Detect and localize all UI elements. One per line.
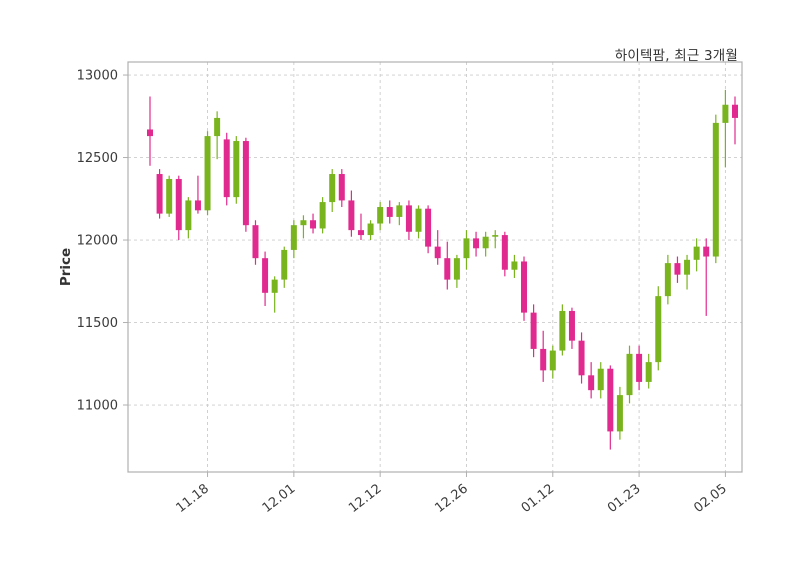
candle-body [703, 246, 710, 257]
candle-body [194, 200, 201, 211]
candle-body [693, 246, 700, 260]
y-tick-label: 11000 [77, 399, 118, 414]
y-axis-label: Price [58, 247, 74, 287]
plot-border [127, 61, 743, 473]
candle-body [252, 225, 259, 259]
x-tick-label: 01.23 [605, 481, 644, 516]
x-tick-label: 02.05 [691, 481, 730, 516]
x-tick-label: 12.12 [346, 481, 385, 516]
candle-body [233, 141, 240, 198]
candle-body [434, 246, 441, 259]
candle-body [242, 141, 249, 226]
candle-body [616, 395, 623, 432]
candle-body [588, 375, 595, 391]
candle-body [444, 258, 451, 280]
candle-body [300, 220, 307, 226]
candle-body [156, 174, 163, 214]
y-tick-label: 13000 [77, 69, 118, 84]
candle-body [357, 230, 364, 236]
candle-body [405, 205, 412, 232]
candle-body [482, 236, 489, 249]
candle-body [319, 202, 326, 229]
candle-body [223, 139, 230, 198]
candle-body [492, 235, 499, 237]
candle-body [175, 178, 182, 231]
y-tick-label: 11500 [77, 316, 118, 331]
candle-body [732, 104, 738, 118]
candle-body [185, 200, 192, 231]
candle-body [262, 258, 269, 293]
x-tick-label: 11.18 [173, 481, 212, 516]
candle-body [578, 340, 585, 376]
chart-title: 하이텍팜, 최근 3개월 [614, 48, 738, 64]
y-tick-label: 12500 [77, 151, 118, 166]
candle-body [626, 353, 633, 396]
candle-body [645, 362, 652, 382]
candle-body [463, 238, 470, 259]
x-tick-label: 12.01 [260, 481, 299, 516]
candle-body [684, 259, 691, 275]
candle-body [415, 208, 422, 232]
candle-body [214, 117, 221, 137]
candle-body [540, 348, 547, 371]
candle-body [722, 104, 729, 123]
candle-body [501, 235, 508, 270]
candle-body [348, 200, 355, 231]
candle-body [367, 223, 374, 236]
candle-body [559, 310, 566, 351]
candle-body [636, 353, 643, 382]
candle-body [166, 178, 173, 214]
x-tick-label: 01.12 [519, 481, 558, 516]
candle-body [473, 238, 480, 249]
candle-body [568, 310, 575, 341]
candle-body [607, 368, 614, 432]
candle-body [664, 263, 671, 297]
candle-body [271, 279, 278, 293]
candle-body [597, 368, 604, 391]
candle-body [396, 205, 403, 217]
candle-body [338, 174, 345, 201]
candle-body [549, 350, 556, 371]
y-tick-label: 12000 [77, 234, 118, 249]
candle-body [386, 207, 393, 217]
candle-body [329, 174, 336, 203]
candle-body [290, 225, 297, 250]
candle-body [281, 249, 288, 280]
candle-body [530, 312, 537, 349]
candle-body [453, 258, 460, 280]
candle-body [521, 261, 528, 313]
candle-body [655, 296, 662, 363]
candle-body [147, 129, 153, 137]
candle-body [310, 220, 317, 229]
candle-body [204, 136, 211, 211]
candle-body [377, 207, 384, 224]
candle-body [511, 261, 518, 270]
x-tick-label: 12.26 [432, 481, 471, 516]
candle-body [425, 208, 432, 247]
candle-body [674, 263, 681, 275]
candle-body [712, 122, 719, 257]
